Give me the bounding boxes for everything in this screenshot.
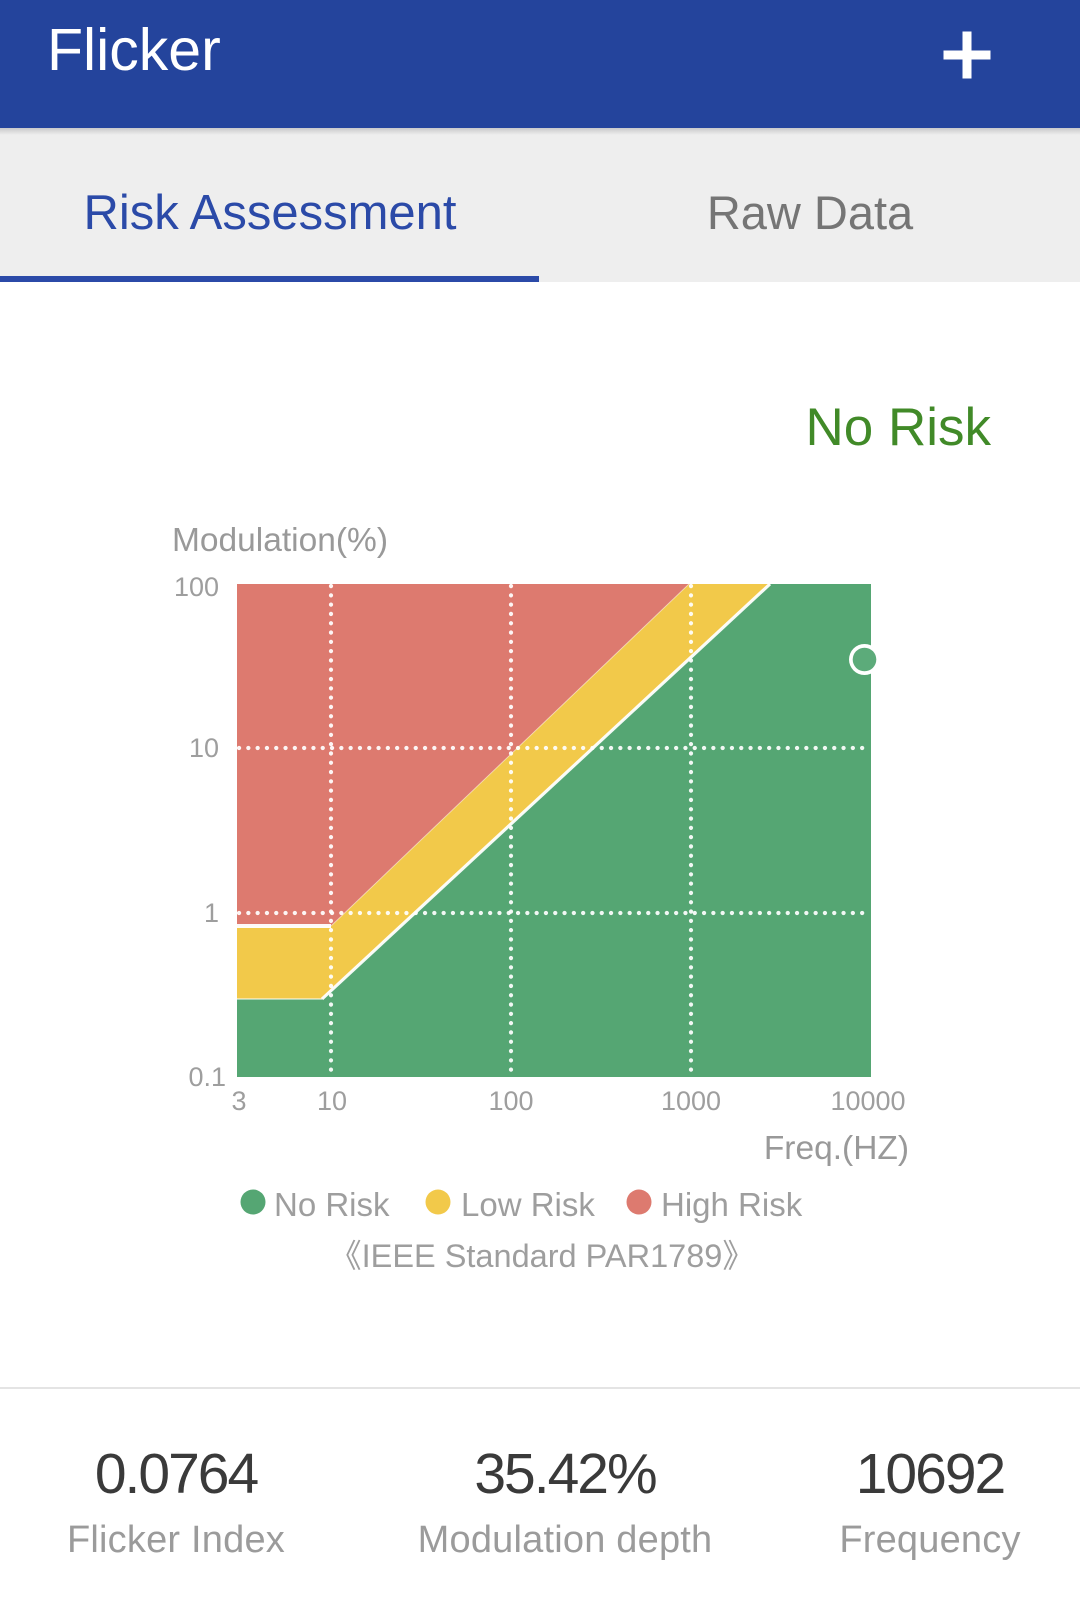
svg-text:1000: 1000 (661, 1086, 721, 1116)
svg-text:10: 10 (317, 1086, 347, 1116)
svg-text:1: 1 (204, 898, 219, 928)
svg-text:0.1: 0.1 (188, 1062, 226, 1092)
svg-text:Low Risk: Low Risk (461, 1186, 595, 1223)
svg-text:100: 100 (488, 1086, 533, 1116)
svg-text:High Risk: High Risk (661, 1186, 803, 1223)
svg-text:Modulation(%): Modulation(%) (172, 522, 388, 559)
svg-text:10: 10 (189, 733, 219, 763)
svg-text:3: 3 (231, 1086, 246, 1116)
svg-text:Freq.(HZ): Freq.(HZ) (764, 1130, 909, 1167)
svg-text:10000: 10000 (830, 1086, 905, 1116)
svg-text:《IEEE Standard PAR1789》: 《IEEE Standard PAR1789》 (329, 1238, 755, 1274)
svg-text:No Risk: No Risk (274, 1186, 390, 1223)
svg-text:100: 100 (174, 572, 219, 602)
